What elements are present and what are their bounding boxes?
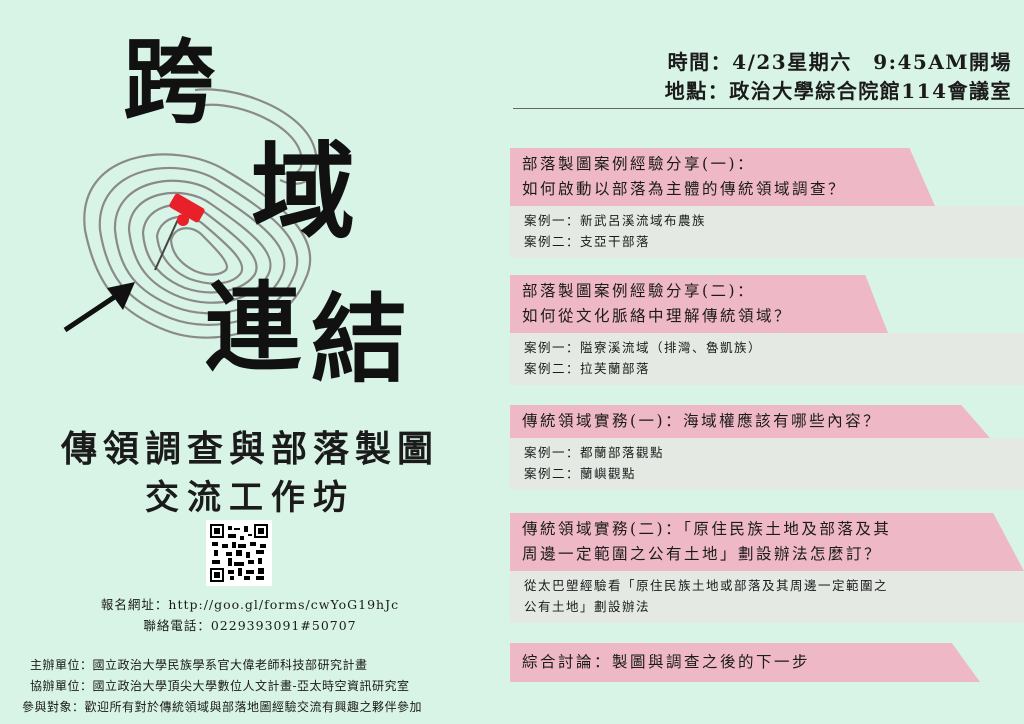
session-title: 傳統領域實務(二)：「原住民族土地及部落及其 周邊一定範圍之公有土地」劃設辦法怎…: [510, 513, 1024, 571]
session-3: 傳統領域實務(一)：海域權應該有哪些內容？ 案例一：都蘭部落觀點 案例二：蘭嶼觀…: [510, 405, 1024, 490]
title-char-3: 連: [205, 271, 301, 384]
case-item: 案例二：拉芙蘭部落: [524, 361, 651, 376]
session-title-line: 傳統領域實務(一)：海域權應該有哪些內容？: [522, 412, 882, 430]
event-place: 地點：政治大學綜合院館114會議室: [664, 79, 1012, 103]
session-title: 部落製圖案例經驗分享(一)： 如何啟動以部落為主體的傳統領域調查？: [510, 148, 935, 206]
arrow-icon: [63, 282, 135, 333]
case-item: 案例一：隘寮溪流域（排灣、魯凱族）: [524, 340, 763, 355]
session-title-line: 綜合討論：製圖與調查之後的下一步: [522, 653, 811, 671]
divider-line: [513, 108, 1024, 109]
event-time: 時間：4/23星期六 9:45AM開場: [667, 50, 1012, 74]
case-item: 從太巴塱經驗看「原住民族土地或部落及其周邊一定範圍之: [524, 578, 889, 593]
session-cases: 案例一：新武呂溪流域布農族 案例二：支亞干部落: [510, 206, 1024, 258]
qr-code[interactable]: [206, 520, 272, 586]
session-cases: 案例一：都蘭部落觀點 案例二：蘭嶼觀點: [510, 438, 1024, 490]
qr-code-icon: [210, 524, 268, 582]
case-item: 案例二：蘭嶼觀點: [524, 466, 637, 481]
organizer-line: 主辦單位：國立政治大學民族學系官大偉老師科技部研究計畫: [30, 658, 368, 672]
registration-url[interactable]: 報名網址：http://goo.gl/forms/cwYoG19hJc: [100, 597, 400, 612]
map-pin-icon: [154, 193, 205, 271]
workshop-title-line1: 傳領調查與部落製圖: [60, 428, 439, 470]
case-item: 公有土地」劃設辦法: [524, 599, 651, 614]
event-info: 時間：4/23星期六 9:45AM開場 地點：政治大學綜合院館114會議室: [665, 48, 1012, 106]
poster-left: 跨 域 連 結 傳領調查與部落製圖 交流工作坊: [0, 0, 500, 724]
title-char-2: 域: [251, 130, 356, 253]
session-2: 部落製圖案例經驗分享(二)： 如何從文化脈絡中理解傳統領域？ 案例一：隘寮溪流域…: [510, 275, 1024, 385]
session-title-line: 傳統領域實務(二)：「原住民族土地及部落及其: [522, 520, 892, 538]
schedule-panel: 時間：4/23星期六 9:45AM開場 地點：政治大學綜合院館114會議室 部落…: [505, 0, 1024, 724]
session-cases: 從太巴塱經驗看「原住民族土地或部落及其周邊一定範圍之 公有土地」劃設辦法: [510, 571, 1024, 623]
title-char-4: 結: [311, 283, 407, 396]
session-title-line: 周邊一定範圍之公有土地」劃設辦法怎麼訂？: [522, 545, 883, 563]
case-item: 案例一：都蘭部落觀點: [524, 445, 665, 460]
workshop-title-line2: 交流工作坊: [145, 478, 355, 518]
audience-line: 參與對象：歡迎所有對於傳統領域與部落地圖經驗交流有興趣之夥伴參加: [22, 700, 423, 714]
session-cases: 案例一：隘寮溪流域（排灣、魯凱族） 案例二：拉芙蘭部落: [510, 333, 1024, 385]
title-char-1: 跨: [123, 28, 216, 136]
session-title: 部落製圖案例經驗分享(二)： 如何從文化脈絡中理解傳統領域？: [510, 275, 888, 333]
co-organizer-line: 協辦單位：國立政治大學頂尖大學數位人文計畫-亞太時空資訊研究室: [30, 679, 410, 693]
session-title-line: 部落製圖案例經驗分享(二)：: [522, 282, 756, 300]
session-title: 綜合討論：製圖與調查之後的下一步: [510, 643, 980, 682]
session-title: 傳統領域實務(一)：海域權應該有哪些內容？: [510, 405, 990, 438]
session-5: 綜合討論：製圖與調查之後的下一步: [510, 643, 1024, 682]
session-title-line: 如何啟動以部落為主體的傳統領域調查？: [522, 180, 847, 198]
case-item: 案例二：支亞干部落: [524, 234, 651, 249]
contour-map-illustration: [63, 88, 318, 339]
session-title-line: 如何從文化脈絡中理解傳統領域？: [522, 307, 793, 325]
session-4: 傳統領域實務(二)：「原住民族土地及部落及其 周邊一定範圍之公有土地」劃設辦法怎…: [510, 513, 1024, 623]
session-title-line: 部落製圖案例經驗分享(一)：: [522, 155, 756, 173]
session-1: 部落製圖案例經驗分享(一)： 如何啟動以部落為主體的傳統領域調查？ 案例一：新武…: [510, 148, 1024, 258]
poster-artwork: 跨 域 連 結: [55, 30, 435, 410]
contact-phone: 聯絡電話：0229393091#50707: [143, 618, 357, 633]
case-item: 案例一：新武呂溪流域布農族: [524, 213, 707, 228]
